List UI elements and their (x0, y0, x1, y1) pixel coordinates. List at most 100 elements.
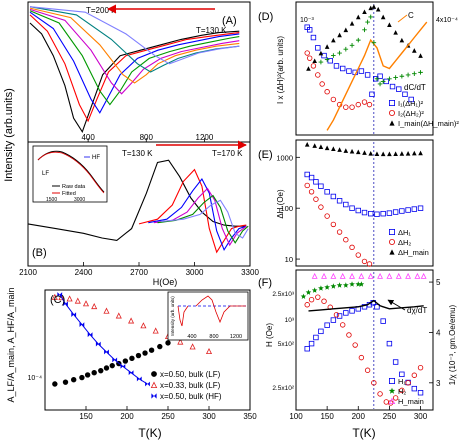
panel-d-imain-hmain-point (318, 50, 324, 56)
panel-e-frame (295, 139, 434, 267)
panel-c-x-0-33-bulk-lf-point (66, 295, 73, 302)
panel-f-ytick-left-2500: 2.5x10³ (272, 291, 295, 298)
panel-b-series-2-line (138, 168, 247, 254)
panel-b-plot (27, 159, 249, 254)
panel-e-hmain-point (362, 150, 367, 155)
panel-c-legend-x-0-50-bulk-lf-text: x=0.50, bulk (LF) (160, 370, 221, 379)
panel-d-i2-h2-point (366, 101, 373, 108)
panel-c: (C) A_LF/A_main, A_HF/A_main 10⁻⁴ Intens… (6, 287, 257, 440)
panel-c-x-0-50-bulk-lf-point (91, 370, 97, 376)
shared-ylabel-ab: Intensity (arb.units) (3, 88, 15, 182)
panel-c-x-0-50-bulk-lf-point (79, 374, 85, 381)
panel-b-inset-label-lf: LF (42, 171, 49, 177)
panel-d-i1-h1-point (310, 34, 317, 41)
panel-f-h1-point (324, 322, 330, 328)
panel-c-x-0-33-bulk-lf-point (177, 338, 184, 345)
panel-e-hmain-point (393, 151, 398, 156)
panel-e-h1-point (405, 207, 411, 213)
panel-f-hmain-point (414, 272, 421, 279)
panel-c-x-0-50-bulk-hf-point (87, 332, 93, 338)
panel-a-xtick-400-label: 400 (81, 133, 95, 142)
panel-f-hmain-point (330, 272, 337, 279)
panel-a-label: (A) (222, 15, 237, 27)
panel-d-legend-i2-h2-marker (388, 110, 395, 117)
panel-f-1-point (308, 297, 315, 303)
panel-f-ylabel-left: H (Oe) (265, 323, 274, 347)
panel-d-i1-h1-point (364, 72, 371, 78)
panel-a-series-1-line (29, 22, 240, 134)
panel-d-dc-dt-point (418, 70, 423, 75)
panel-e-hmain-point (380, 151, 386, 157)
panel-f-hmain-point (321, 272, 327, 279)
panel-d-dc-dt-point (331, 53, 336, 58)
panel-b-inset-fit-curve (37, 151, 105, 194)
panel-d-i1-h1-point (340, 65, 346, 72)
panel-e-plot (304, 142, 424, 267)
panel-b-inset-frame (32, 145, 108, 203)
panel-e-h1-point (392, 209, 399, 215)
panel-e-hmain-point (312, 143, 317, 148)
panel-d-legend-i1-h1-text: I₁(ΔH₁)² (398, 99, 424, 108)
panel-b-series-1-line (27, 159, 247, 241)
panel-f-hmain-point (358, 272, 365, 279)
panel-d-imain-hmain-point (371, 4, 377, 9)
panel-f-xlabel: T(K) (352, 426, 375, 440)
panel-d-imain-hmain-point (331, 37, 336, 43)
panel-c-x-0-33-bulk-lf-point (140, 322, 147, 329)
panel-b-series-6-line (161, 199, 249, 239)
panel-f-hmain-point (377, 272, 384, 279)
panel-f-1-point (399, 387, 405, 394)
panel-f-yticks-right: 3 4 5 (429, 278, 441, 388)
panel-a-xtick-800-label: 800 (140, 133, 154, 142)
panel-d-i2-h2-point (355, 101, 361, 108)
panel-d-i1-h1-point (389, 83, 396, 90)
panel-c-x-0-50-bulk-lf-point (148, 347, 155, 353)
panel-d-dc-dt-point (399, 73, 405, 79)
panel-c-x-0-50-bulk-lf-point (135, 352, 142, 359)
panel-d-dc-dt-point (337, 50, 342, 56)
panel-d-imain-hmain-point (312, 58, 317, 64)
panel-f-h1-point (392, 359, 399, 365)
panel-e-h2-point (355, 252, 361, 258)
panel-f-legend-h2-marker (388, 387, 396, 394)
panel-e-yticks: 10 100 1000 (276, 153, 300, 264)
panel-e-h1-point (336, 198, 343, 204)
panel-d-dc-dt-point (318, 59, 324, 65)
panel-c-legend-x-0-33-bulk-lf-marker (150, 381, 158, 388)
panel-c-x-0-50-bulk-lf-point (142, 350, 148, 356)
panel-f-legend-hmain-text: H_main (398, 397, 424, 406)
panel-f-hmain-point (395, 272, 402, 279)
panel-f-ylabel-right: 1/χ (10⁻³, gm.Oe/emu) (448, 304, 457, 385)
panel-d-i1-h1-point (408, 96, 414, 103)
panel-d-dc-dt-point (377, 81, 383, 87)
panel-e-h1-point (343, 201, 349, 208)
panel-f-xtick-150-label: 150 (320, 412, 334, 421)
panel-b-label: (B) (32, 247, 47, 259)
panel-c-legend-x-0-50-bulk-hf-text: x=0.50, bulk (HF) (160, 392, 222, 401)
panel-d-dc-dt-point (365, 19, 370, 25)
panel-e-legend-h2-text: ΔH₂ (398, 238, 411, 247)
panel-d-dc-dt-point (412, 71, 417, 76)
panel-b: (B) T=130 K T=170 K LF HF Raw data Fitte… (19, 140, 259, 287)
panel-f-hmain-point (420, 272, 427, 279)
panel-f-1-point (352, 342, 358, 348)
panel-c-x-0-50-bulk-lf-point (109, 362, 115, 369)
panel-e-h2-point (361, 258, 368, 265)
panel-e-hmain-point (374, 151, 380, 156)
panel-f-h2-point (355, 281, 362, 287)
panel-d-dc-dt-point (374, 76, 380, 82)
panel-d-imain-hmain-point (362, 9, 367, 15)
panel-e-h2-point (313, 196, 319, 202)
panel-e-hmain-point (349, 148, 355, 154)
panel-d-annotation-dcdt: dC/dT (404, 83, 426, 92)
panel-e-h2-point (366, 261, 373, 267)
panel-e-hmain-point (324, 145, 330, 151)
panel-f-1-point (346, 332, 352, 338)
panel-e-hmain-point (355, 149, 361, 155)
panel-f-dxdt-pointer (387, 299, 406, 311)
panel-f-h1-point (399, 371, 405, 378)
panel-b-inset-xtick-3000: 3000 (74, 197, 85, 203)
panel-d-i1-h1-point (333, 63, 340, 69)
panel-f-ytick-left-250: 2.5x10² (272, 385, 295, 392)
